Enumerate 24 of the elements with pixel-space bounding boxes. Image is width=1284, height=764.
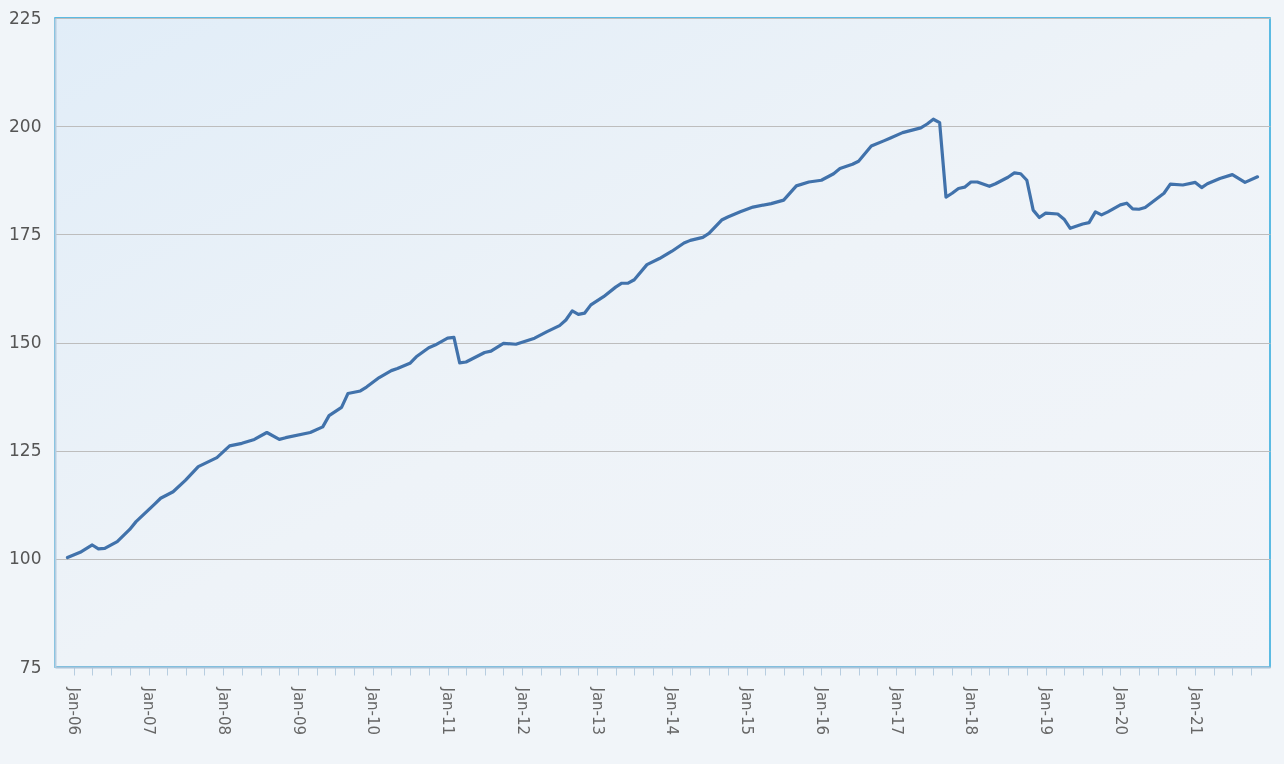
x-tick-label: Jan-12 (513, 686, 532, 736)
y-tick-label: 175 (9, 223, 42, 244)
y-tick-label: 125 (9, 440, 42, 461)
y-tick-label: 100 (9, 548, 42, 569)
x-tick-label: Jan-20 (1111, 686, 1130, 736)
x-tick-label: Jan-21 (1186, 686, 1205, 736)
x-tick-label: Jan-07 (140, 686, 159, 736)
x-tick-label: Jan-17 (887, 686, 906, 736)
x-tick-label: Jan-19 (1037, 686, 1056, 736)
x-tick-label: Jan-10 (364, 686, 383, 736)
y-tick-label: 225 (9, 7, 42, 28)
y-tick-label: 75 (19, 656, 42, 677)
x-tick-label: Jan-18 (962, 686, 981, 736)
x-tick-label: Jan-06 (65, 686, 84, 736)
x-tick-label: Jan-09 (289, 686, 308, 736)
line-series (65, 117, 1260, 560)
x-tick-label: Jan-15 (738, 686, 757, 736)
y-tick-label: 200 (9, 115, 42, 136)
x-tick-label: Jan-08 (214, 686, 233, 736)
y-tick-label: 150 (9, 332, 42, 352)
x-tick-label: Jan-16 (812, 686, 831, 736)
x-tick-label: Jan-13 (588, 686, 607, 736)
x-tick-label: Jan-14 (663, 686, 682, 736)
x-tick-label: Jan-11 (439, 686, 458, 736)
